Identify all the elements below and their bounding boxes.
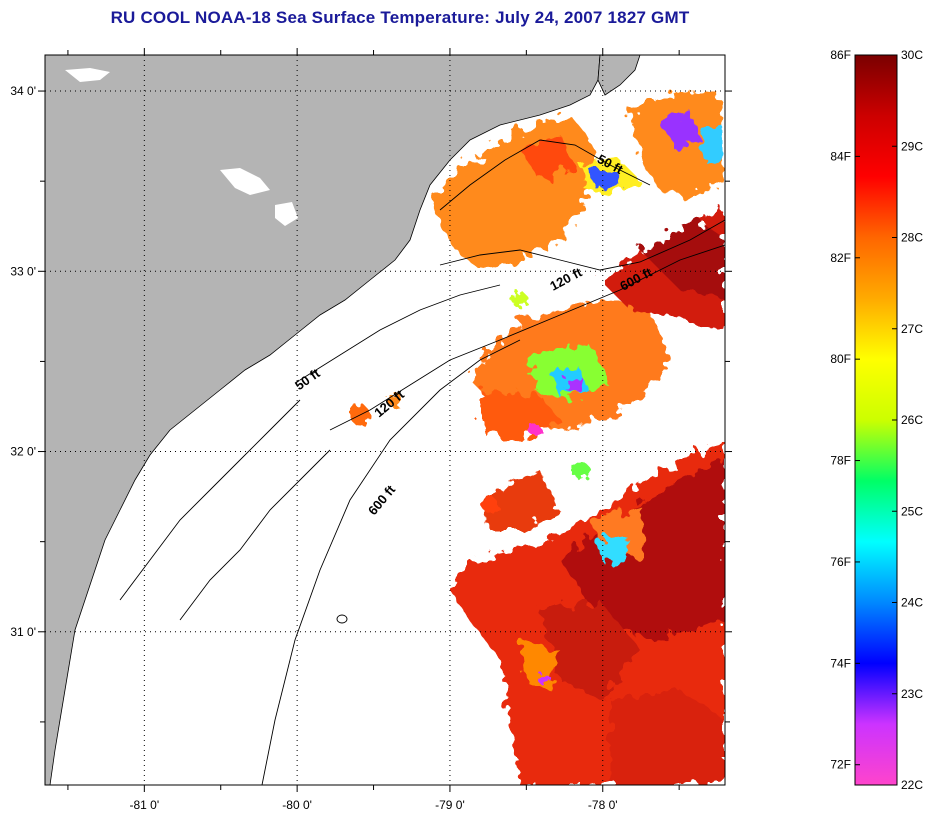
celsius-label: 25C xyxy=(901,504,923,518)
isobaths xyxy=(119,139,725,785)
map-title: RU COOL NOAA-18 Sea Surface Temperature:… xyxy=(110,8,690,27)
sst-field xyxy=(430,90,725,785)
lon-tick-label: -81 0' xyxy=(129,798,159,812)
land-mass xyxy=(45,55,601,785)
celsius-label: 30C xyxy=(901,48,923,62)
fahrenheit-label: 82F xyxy=(830,251,851,265)
map-ticks: -81 0' -80 0' -79 0' -78 0' 34 0' 33 0' 32 0' 3… xyxy=(10,48,732,812)
fahrenheit-label: 76F xyxy=(830,555,851,569)
celsius-label: 22C xyxy=(901,778,923,792)
lat-tick-label: 32 0' xyxy=(10,445,36,459)
fahrenheit-label: 80F xyxy=(830,352,851,366)
map-frame xyxy=(44,54,726,786)
lon-tick-label: -79 0' xyxy=(435,798,465,812)
lon-tick-label: -80 0' xyxy=(282,798,312,812)
celsius-label: 26C xyxy=(901,413,923,427)
lat-tick-label: 34 0' xyxy=(10,84,36,98)
celsius-label: 23C xyxy=(901,687,923,701)
celsius-label: 24C xyxy=(901,596,923,610)
fahrenheit-label: 78F xyxy=(830,454,851,468)
celsius-label: 28C xyxy=(901,231,923,245)
lat-tick-label: 31 0' xyxy=(10,625,36,639)
sst-map: -81 0' -80 0' -79 0' -78 0' 34 0' 33 0' 32 0' 3… xyxy=(10,48,732,812)
fahrenheit-label: 74F xyxy=(830,656,851,670)
colorbar: 30C 29C 28C 27C 26C 25C 24C 23C 22C 86F 84F 82F 80F 7… xyxy=(830,48,923,792)
celsius-label: 27C xyxy=(901,322,923,336)
graticule xyxy=(45,55,725,785)
fahrenheit-label: 84F xyxy=(830,149,851,163)
celsius-label: 29C xyxy=(901,139,923,153)
lon-tick-label: -78 0' xyxy=(588,798,618,812)
colorbar-scale xyxy=(854,54,898,786)
fahrenheit-label: 86F xyxy=(830,48,851,62)
fahrenheit-label: 72F xyxy=(830,758,851,772)
lat-tick-label: 33 0' xyxy=(10,264,36,278)
